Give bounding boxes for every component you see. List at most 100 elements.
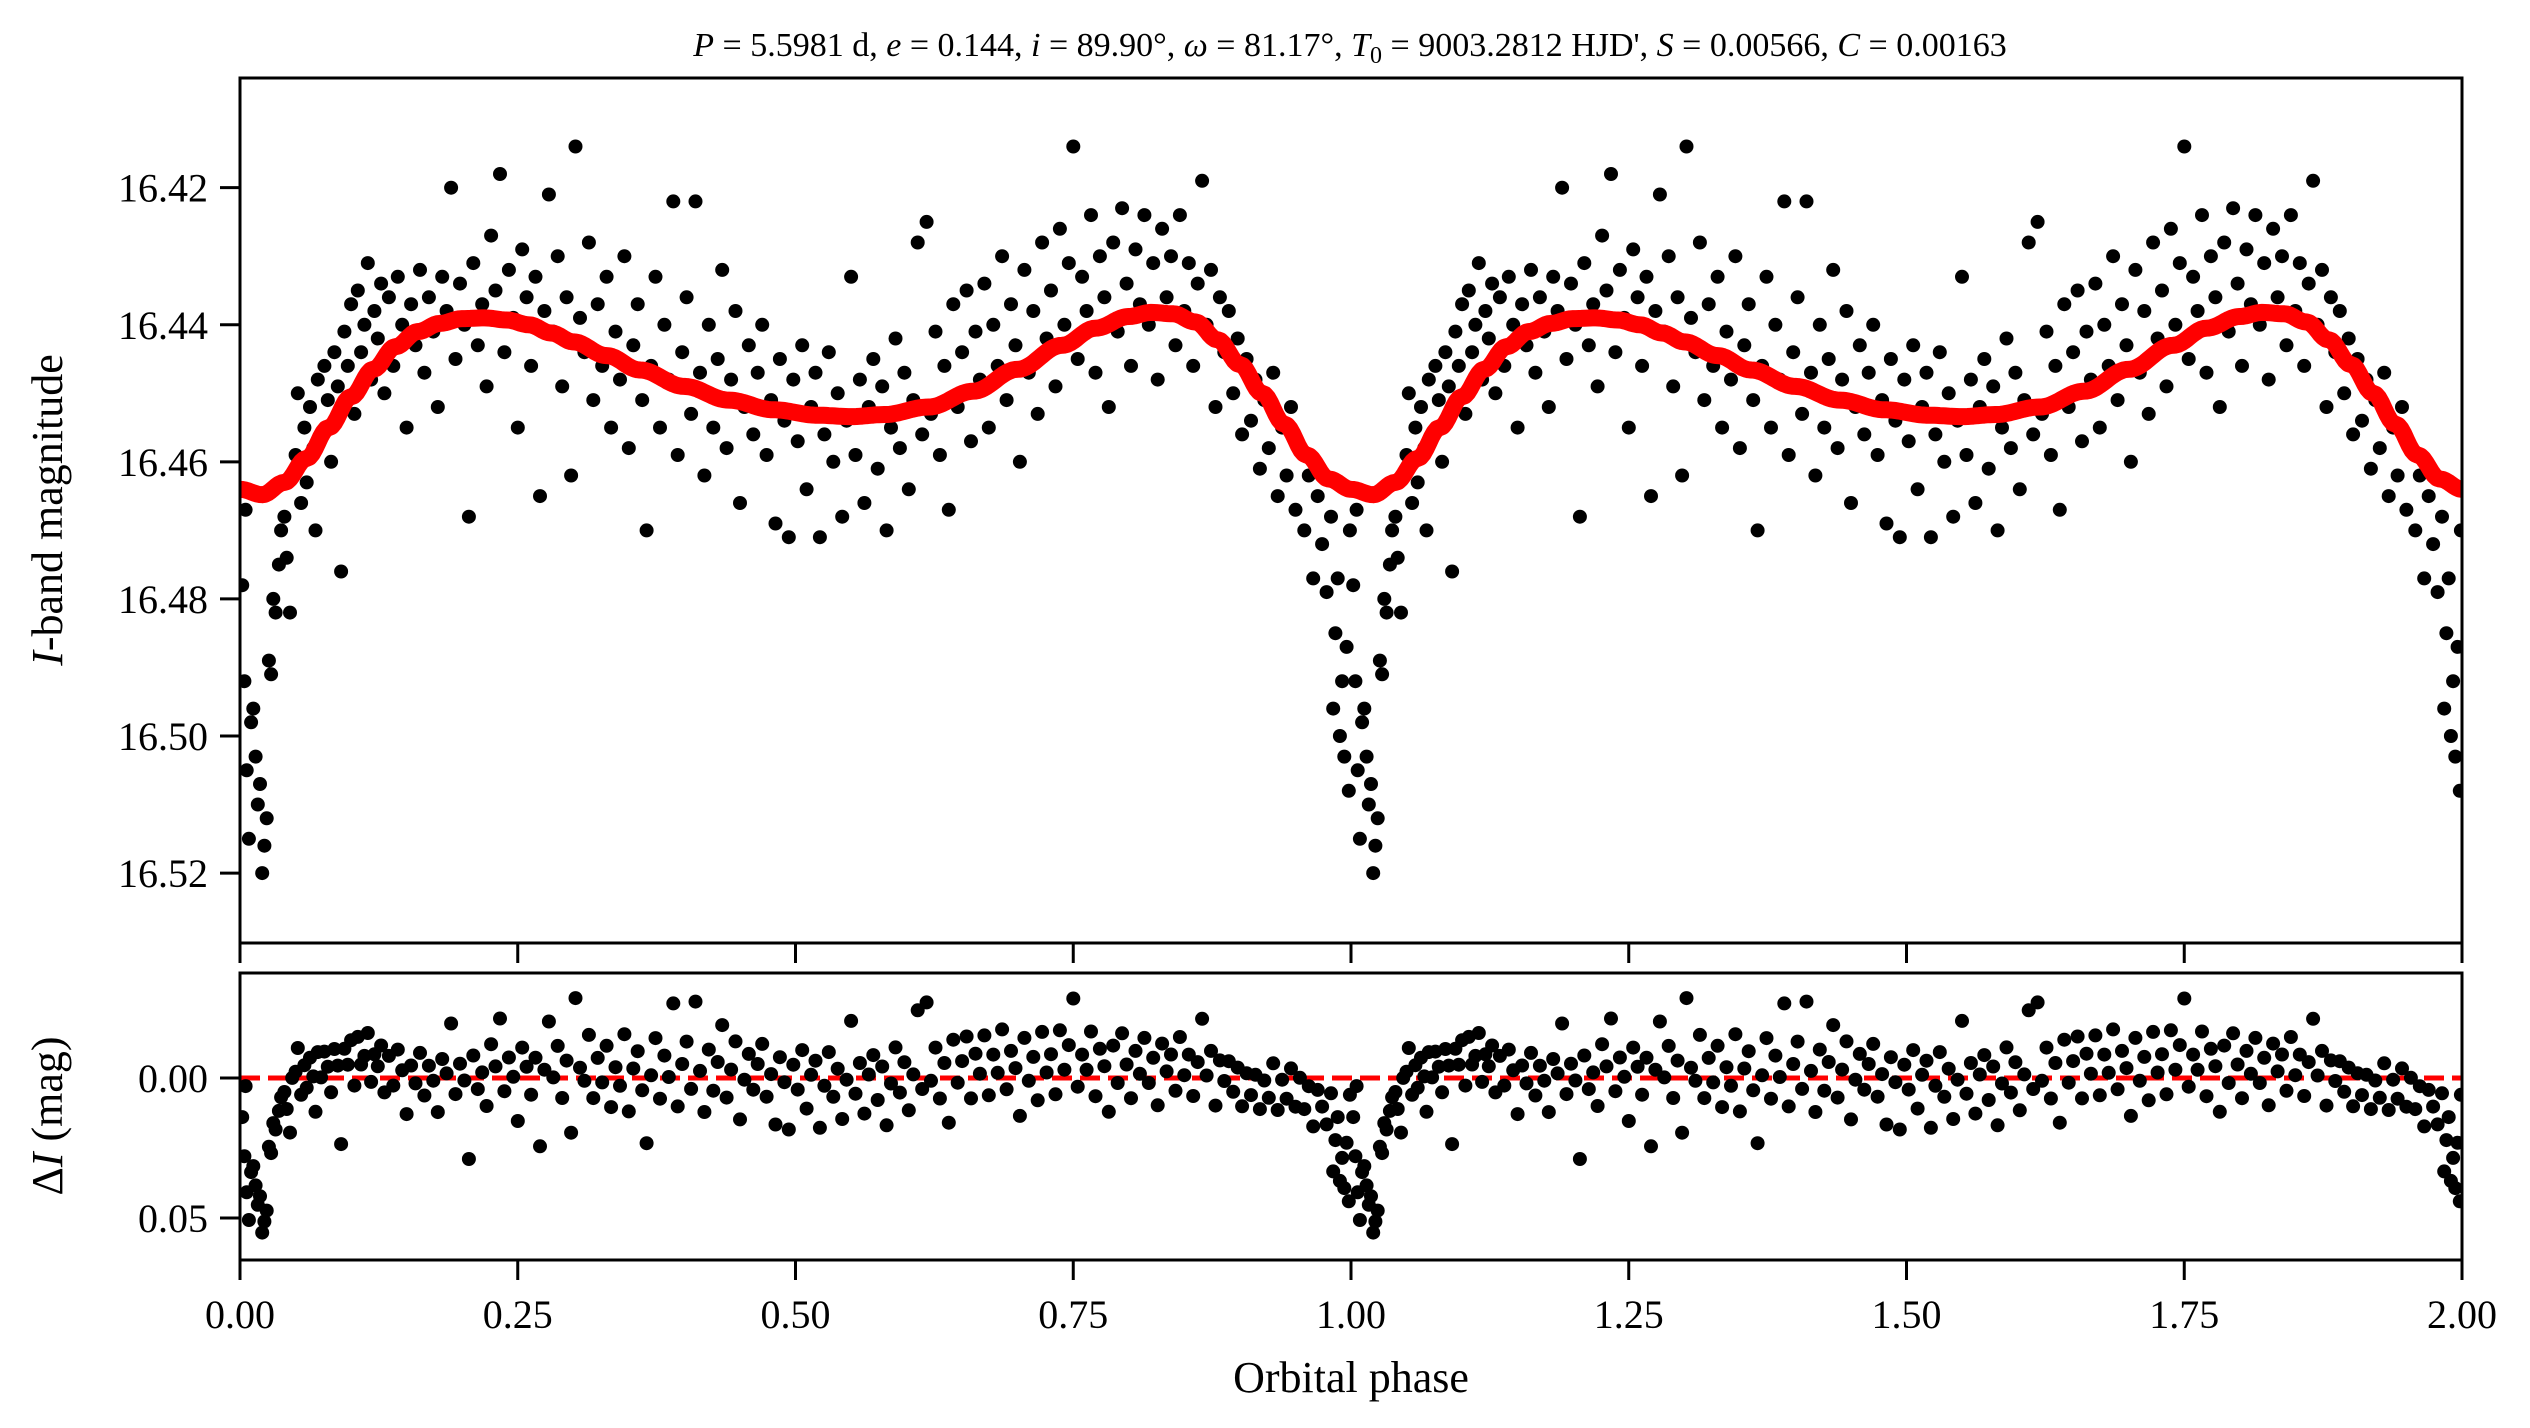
observation-point xyxy=(381,290,396,305)
residual-point xyxy=(2275,1047,2289,1062)
observation-point xyxy=(808,365,823,380)
observation-point xyxy=(533,489,547,504)
residual-point xyxy=(2288,1068,2303,1083)
observation-point xyxy=(2115,297,2129,312)
observation-point xyxy=(2070,283,2085,298)
observation-point xyxy=(274,523,289,538)
residual-point xyxy=(1923,1120,1938,1135)
observation-point xyxy=(1266,365,1281,380)
observation-point xyxy=(1208,400,1223,414)
residual-point xyxy=(240,1110,250,1125)
residual-point xyxy=(755,1036,770,1051)
observation-point xyxy=(781,530,796,545)
residual-point xyxy=(2061,1075,2076,1090)
x-tick-label: 0.50 xyxy=(761,1292,831,1337)
observation-point xyxy=(1626,242,1641,257)
residual-point xyxy=(2203,1041,2218,1056)
residual-point xyxy=(1410,1080,1425,1095)
residual-point xyxy=(1021,1073,1036,1088)
ylabel-italic-I: I xyxy=(23,1150,72,1168)
x-tick-label: 0.25 xyxy=(483,1292,553,1337)
observation-point xyxy=(2292,256,2307,271)
residual-point xyxy=(955,1054,970,1069)
observation-point xyxy=(857,496,872,510)
residual-point xyxy=(475,1065,490,1080)
residual-point xyxy=(830,1061,845,1076)
residual-point xyxy=(1279,1091,1294,1106)
residual-point xyxy=(972,1066,987,1081)
residual-point xyxy=(1741,1044,1756,1059)
residual-point xyxy=(710,1055,725,1069)
residual-point xyxy=(1621,1114,1636,1128)
observation-point xyxy=(1008,338,1023,353)
observation-point xyxy=(1337,749,1352,764)
observation-point xyxy=(1079,304,1094,318)
title-T0: 9003.2812 xyxy=(1418,27,1563,64)
residual-point xyxy=(255,1225,270,1240)
observation-point xyxy=(1084,208,1098,223)
residual-point xyxy=(688,994,703,1009)
residual-point xyxy=(299,1080,314,1095)
observation-point xyxy=(2417,571,2432,586)
residual-point xyxy=(1883,1050,1898,1065)
observation-point xyxy=(1455,297,1470,312)
residual-point xyxy=(1119,1057,1134,1072)
title-eq: = xyxy=(901,27,937,64)
residual-point xyxy=(1737,1061,1752,1076)
observation-point xyxy=(2177,139,2192,154)
residual-point xyxy=(1441,1058,1456,1073)
observation-point xyxy=(1741,297,1756,312)
observation-point xyxy=(2141,406,2156,421)
observation-point xyxy=(453,276,467,291)
residual-point xyxy=(1684,1060,1698,1075)
residual-point xyxy=(1324,1086,1338,1101)
observation-point xyxy=(1932,345,1947,360)
upper-y-axis-label: I-band magnitude xyxy=(23,354,72,667)
observation-point xyxy=(2301,276,2316,291)
ylabel-delta: Δ xyxy=(23,1167,72,1195)
observation-point xyxy=(1826,262,1841,277)
residual-point xyxy=(1030,1093,1045,1108)
observation-point xyxy=(1092,249,1107,264)
observation-point xyxy=(1431,393,1446,408)
observation-point xyxy=(444,180,459,195)
residual-point xyxy=(581,1027,596,1042)
observation-point xyxy=(2203,249,2218,264)
residual-point xyxy=(1639,1050,1654,1065)
title-S-symbol: S xyxy=(1657,27,1674,64)
observation-point xyxy=(879,523,894,538)
observation-point xyxy=(2439,626,2454,641)
lower-y-axis-label: ΔI (mag) xyxy=(23,1036,72,1195)
observation-point xyxy=(435,269,450,284)
residual-point xyxy=(1612,1050,1627,1065)
residual-point xyxy=(1335,1150,1350,1165)
residual-point xyxy=(330,1058,345,1073)
residual-point xyxy=(2328,1074,2343,1088)
y-tick-label: 16.50 xyxy=(118,714,208,759)
observation-point xyxy=(2123,454,2138,469)
residual-point xyxy=(1057,1062,1072,1077)
observation-point xyxy=(901,482,916,497)
residual-point xyxy=(2039,1040,2054,1055)
residual-point xyxy=(2377,1056,2392,1071)
residual-point xyxy=(764,1067,779,1082)
residual-point xyxy=(2128,1030,2143,1045)
observation-point xyxy=(1728,249,1743,264)
observation-point xyxy=(1388,509,1403,524)
observation-point xyxy=(283,605,297,620)
observation-point xyxy=(1777,194,1792,209)
residual-point xyxy=(1581,1082,1596,1097)
residual-point xyxy=(2346,1099,2361,1114)
residual-point xyxy=(1257,1073,1272,1088)
y-tick-label: 0.05 xyxy=(138,1196,208,1241)
observation-point xyxy=(590,297,605,312)
observation-point xyxy=(1719,324,1734,339)
residual-point xyxy=(657,1048,672,1063)
residual-point xyxy=(639,1136,654,1151)
observation-point xyxy=(1070,352,1085,366)
residual-point xyxy=(2030,995,2045,1010)
residual-point xyxy=(550,1038,565,1053)
residual-point xyxy=(327,1042,342,1056)
observation-point xyxy=(1870,448,1885,462)
residual-point xyxy=(1590,1099,1605,1113)
